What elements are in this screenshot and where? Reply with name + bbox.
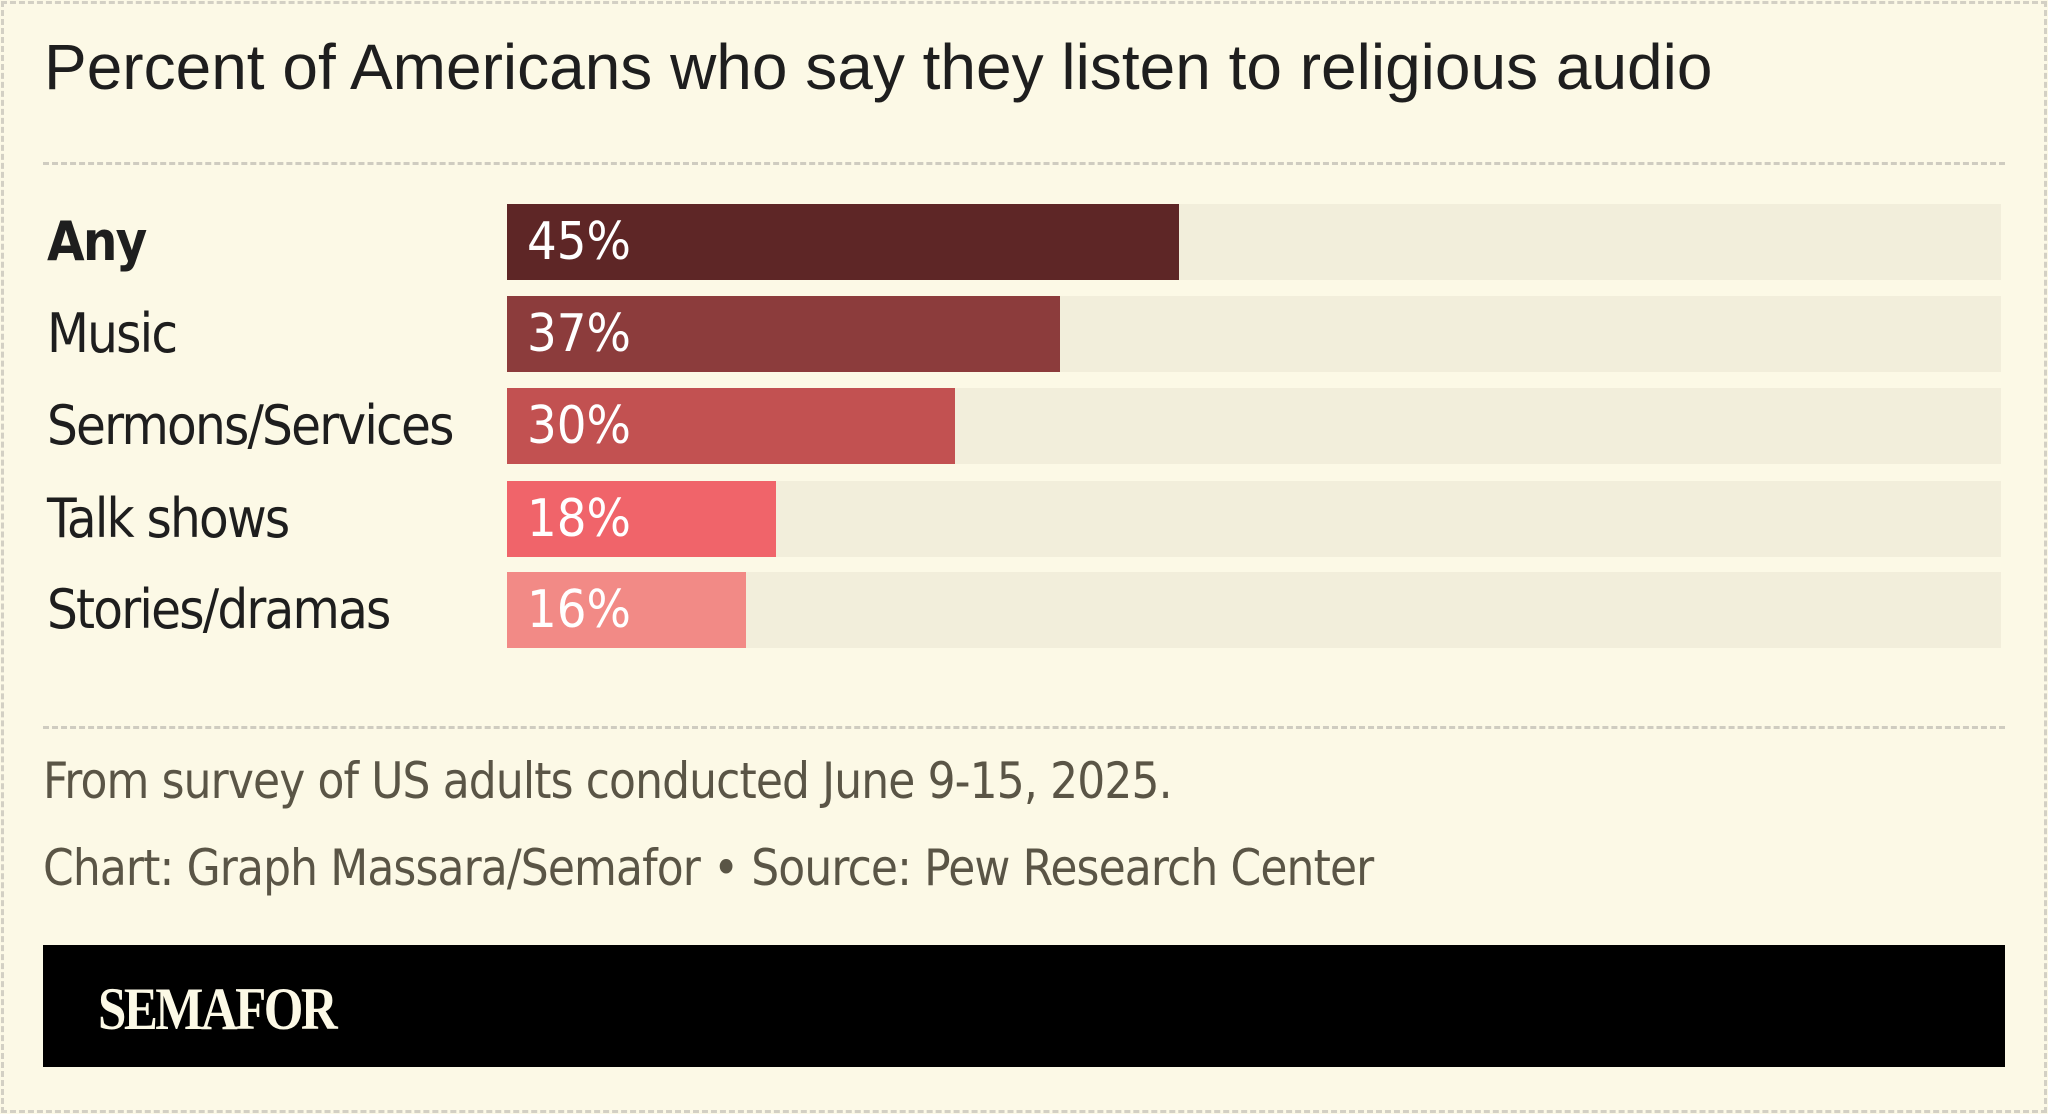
bar: 30% (507, 388, 956, 464)
bar-track: 18% (507, 481, 2001, 557)
credit-line: Chart: Graph Massara/Semafor • Source: P… (43, 839, 1374, 897)
bar: 18% (507, 481, 776, 557)
divider-bottom (43, 726, 2005, 729)
bar-track: 16% (507, 572, 2001, 648)
category-label: Music (47, 302, 178, 365)
footer-bar: SEMAFOR (43, 945, 2005, 1067)
bar: 16% (507, 572, 747, 648)
divider-top (43, 162, 2005, 165)
bar: 37% (507, 296, 1060, 372)
category-label: Stories/dramas (47, 578, 391, 641)
bar-track: 30% (507, 388, 2001, 464)
value-label: 37% (527, 304, 632, 364)
survey-note: From survey of US adults conducted June … (43, 752, 1173, 810)
semafor-logo: SEMAFOR (98, 976, 338, 1042)
category-label: Talk shows (47, 487, 290, 550)
chart-title: Percent of Americans who say they listen… (44, 31, 1713, 103)
bar-track: 37% (507, 296, 2001, 372)
value-label: 16% (527, 580, 632, 640)
value-label: 30% (527, 396, 632, 456)
bar: 45% (507, 204, 1180, 280)
category-label: Sermons/Services (47, 394, 454, 457)
value-label: 45% (527, 212, 632, 272)
bar-track: 45% (507, 204, 2001, 280)
value-label: 18% (527, 489, 632, 549)
category-label: Any (47, 210, 147, 273)
